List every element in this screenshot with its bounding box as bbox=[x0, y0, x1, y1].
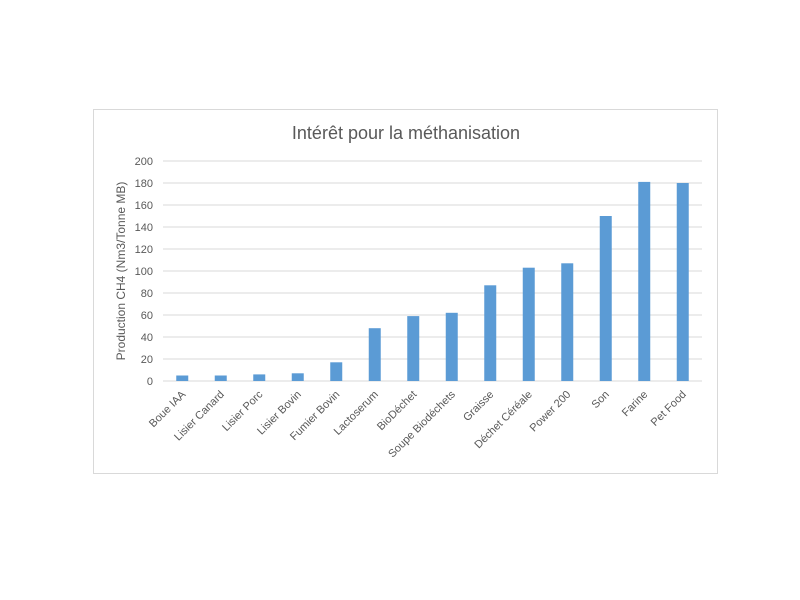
bar bbox=[522, 267, 535, 381]
y-tick-label: 60 bbox=[141, 310, 153, 322]
bar bbox=[291, 373, 304, 381]
y-tick-label: 0 bbox=[147, 376, 153, 388]
bar bbox=[599, 216, 612, 381]
bar bbox=[561, 263, 574, 381]
y-tick-label: 80 bbox=[141, 288, 153, 300]
y-tick-label: 180 bbox=[135, 178, 153, 190]
chart-title: Intérêt pour la méthanisation bbox=[292, 123, 520, 143]
bar bbox=[368, 328, 381, 381]
bar bbox=[330, 362, 343, 381]
x-tick-label: Pet Food bbox=[649, 389, 689, 429]
y-tick-label: 120 bbox=[135, 244, 153, 256]
x-tick-label: Soupe Biodéchets bbox=[386, 388, 458, 460]
y-tick-label: 100 bbox=[135, 266, 153, 278]
bar bbox=[407, 316, 420, 381]
bar bbox=[676, 183, 689, 381]
bar bbox=[253, 374, 266, 381]
x-tick-label: Son bbox=[590, 389, 612, 411]
x-tick-label: Farine bbox=[620, 389, 651, 420]
bar bbox=[638, 181, 651, 381]
y-tick-label: 200 bbox=[135, 156, 153, 168]
chart-container bbox=[93, 109, 718, 474]
y-tick-label: 160 bbox=[135, 200, 153, 212]
bar bbox=[484, 285, 497, 381]
bar bbox=[176, 375, 189, 381]
y-tick-label: 20 bbox=[141, 354, 153, 366]
y-tick-label: 40 bbox=[141, 332, 153, 344]
y-tick-label: 140 bbox=[135, 222, 153, 234]
bar bbox=[445, 312, 458, 381]
x-tick-label: Power 200 bbox=[528, 389, 574, 435]
bar bbox=[214, 375, 227, 381]
x-tick-label: Graisse bbox=[461, 389, 496, 424]
y-axis-label: Production CH4 (Nm3/Tonne MB) bbox=[114, 182, 128, 361]
